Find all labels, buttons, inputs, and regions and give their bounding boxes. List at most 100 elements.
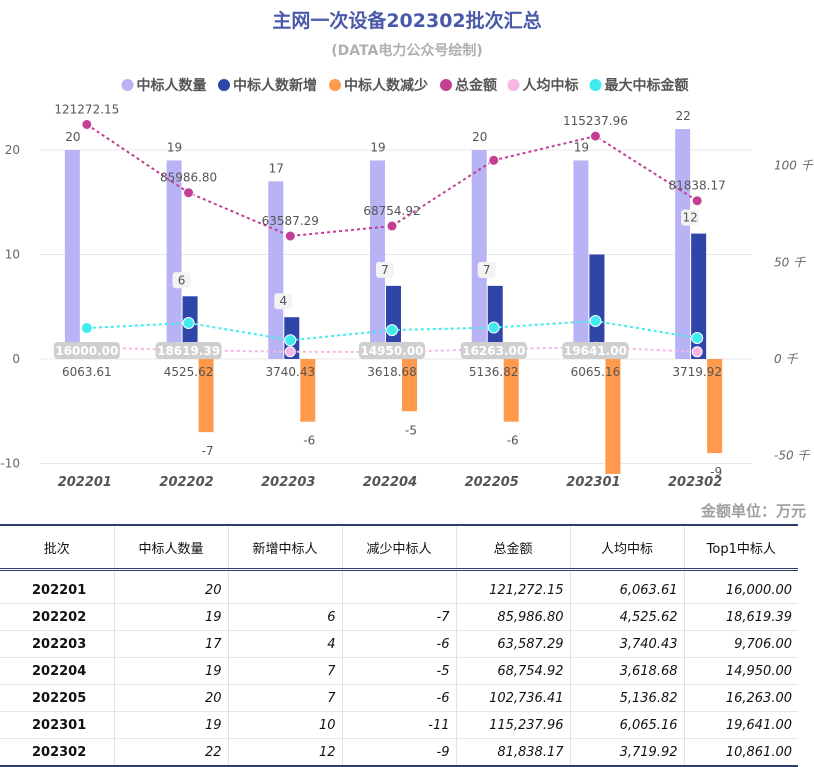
table-cell: 20 <box>114 577 229 604</box>
bar-count <box>573 160 589 359</box>
table-cell: 12 <box>228 738 343 767</box>
total-amount-label: 115237.96 <box>563 114 628 128</box>
bar-count-label: 19 <box>574 140 589 154</box>
x-axis-tick: 202202 <box>159 475 213 490</box>
bar-reduced <box>503 359 519 422</box>
total-amount-point <box>488 154 500 166</box>
table-body: 202201 20 121,272.15 6,063.61 16,000.00 20220… <box>0 569 798 767</box>
total-amount-point <box>81 118 93 130</box>
legend-label-5: 人均中标 <box>523 77 579 94</box>
table-spacer-row <box>0 569 798 577</box>
table-cell: 18,619.39 <box>684 603 798 631</box>
bar-count-label: 22 <box>676 109 691 123</box>
max-amount-label-box <box>53 342 120 359</box>
bar-count-label: 19 <box>167 140 182 154</box>
table-header-cell: 批次 <box>0 524 115 571</box>
amount-unit-note: 金额单位：万元 <box>700 502 806 520</box>
max-amount-point <box>589 315 602 328</box>
table-header-row: 批次 中标人数量 新增中标人 减少中标人 总金额 人均中标 Top1中标人 <box>0 524 798 571</box>
left-axis-tick: -10 <box>0 457 20 471</box>
total-amount-point <box>386 220 398 232</box>
table-row: 202202 19 6 -7 85,986.80 4,525.62 18,619.39 <box>0 603 798 631</box>
bar-added <box>386 285 401 359</box>
max-amount-point <box>691 331 704 344</box>
x-axis-tick: 202205 <box>465 475 519 490</box>
bar-reduced-label: -6 <box>303 434 315 448</box>
right-axis-tick: 0 千 <box>774 352 798 366</box>
chart-title: 主网一次设备202302批次汇总 <box>272 10 542 32</box>
max-amount-label-box <box>460 342 527 359</box>
table-cell: 202201 <box>0 577 115 604</box>
table-cell: -6 <box>342 630 457 658</box>
table-cell: 20 <box>114 684 229 712</box>
bar-reduced <box>707 359 723 454</box>
table-cell: 17 <box>114 630 229 658</box>
table-cell <box>342 577 457 604</box>
bar-reduced-label: -9 <box>710 465 722 479</box>
bar-count-label: 17 <box>269 161 284 175</box>
table-cell: -9 <box>342 738 457 767</box>
table-cell: 85,986.80 <box>456 603 571 631</box>
summary-table: 批次 中标人数量 新增中标人 减少中标人 总金额 人均中标 Top1中标人 202201 20… <box>0 524 800 767</box>
table-cell: 115,237.96 <box>456 711 571 739</box>
table-cell: 19 <box>114 603 229 631</box>
table-cell: 202301 <box>0 711 115 739</box>
legend-label-4: 总金额 <box>455 77 497 94</box>
table-cell: 121,272.15 <box>456 577 571 604</box>
bar-count <box>675 129 691 359</box>
table-header-cell: 人均中标 <box>570 524 685 571</box>
bar-count-label: 19 <box>370 140 385 154</box>
total-amount-label: 81838.17 <box>669 179 726 193</box>
right-axis-tick: 50 千 <box>774 255 806 269</box>
max-amount-point <box>284 334 297 347</box>
table-row: 202302 22 12 -9 81,838.17 3,719.92 10,861.00 <box>0 738 798 767</box>
table-cell: 19,641.00 <box>684 711 798 739</box>
table-cell: 4 <box>228 630 343 658</box>
max-amount-label: 14950.00 <box>360 344 423 358</box>
table-cell: 6,065.16 <box>570 711 685 739</box>
bar-reduced <box>300 359 316 422</box>
total-amount-label: 68754.92 <box>363 204 420 218</box>
total-amount-label: 121272.15 <box>54 102 119 116</box>
bar-count <box>370 160 385 359</box>
table-cell: 22 <box>114 738 229 767</box>
table-cell: 6 <box>228 603 343 631</box>
legend-marker-4 <box>440 79 452 91</box>
table-cell: 9,706.00 <box>684 630 798 658</box>
table-cell: 81,838.17 <box>456 738 571 767</box>
legend-marker-2 <box>218 79 230 91</box>
table-cell: 202302 <box>0 738 115 767</box>
bar-added-label-box <box>274 293 293 310</box>
bar-count <box>64 150 80 359</box>
avg-amount-label: 6065.16 <box>571 365 621 379</box>
x-axis-tick: 202201 <box>58 475 112 490</box>
bar-added-label: 6 <box>178 273 186 287</box>
table-cell <box>228 577 343 604</box>
table-cell: 5,136.82 <box>570 684 685 712</box>
table-header-cell: 中标人数量 <box>114 524 229 571</box>
avg-amount-label: 4525.62 <box>164 365 214 379</box>
table-cell: 7 <box>228 657 343 685</box>
bar-added <box>691 233 707 359</box>
table-cell: 63,587.29 <box>456 630 571 658</box>
legend-marker-6 <box>589 79 602 91</box>
bar-added-label-box <box>681 209 700 226</box>
legend-label-1: 中标人数量 <box>137 77 207 94</box>
avg-amount-label: 6063.61 <box>62 365 112 379</box>
bar-added-label-box <box>172 272 191 289</box>
legend-marker-1 <box>121 79 134 91</box>
bar-added-label: 12 <box>683 211 698 225</box>
table-cell: -11 <box>342 711 457 739</box>
avg-amount-point <box>691 346 703 358</box>
x-axis-tick: 202301 <box>566 475 620 490</box>
bar-added-label-box <box>376 261 394 278</box>
bar-reduced <box>198 359 214 433</box>
total-amount-point <box>284 230 296 242</box>
x-axis-tick: 202302 <box>668 475 722 490</box>
table-header-cell: Top1中标人 <box>684 524 798 571</box>
legend-label-6: 最大中标金额 <box>605 77 689 94</box>
table-cell: 4,525.62 <box>570 603 685 631</box>
left-axis-tick: 10 <box>5 248 20 262</box>
bar-added-label: 4 <box>279 294 287 308</box>
right-axis-tick: 100 千 <box>774 159 814 173</box>
